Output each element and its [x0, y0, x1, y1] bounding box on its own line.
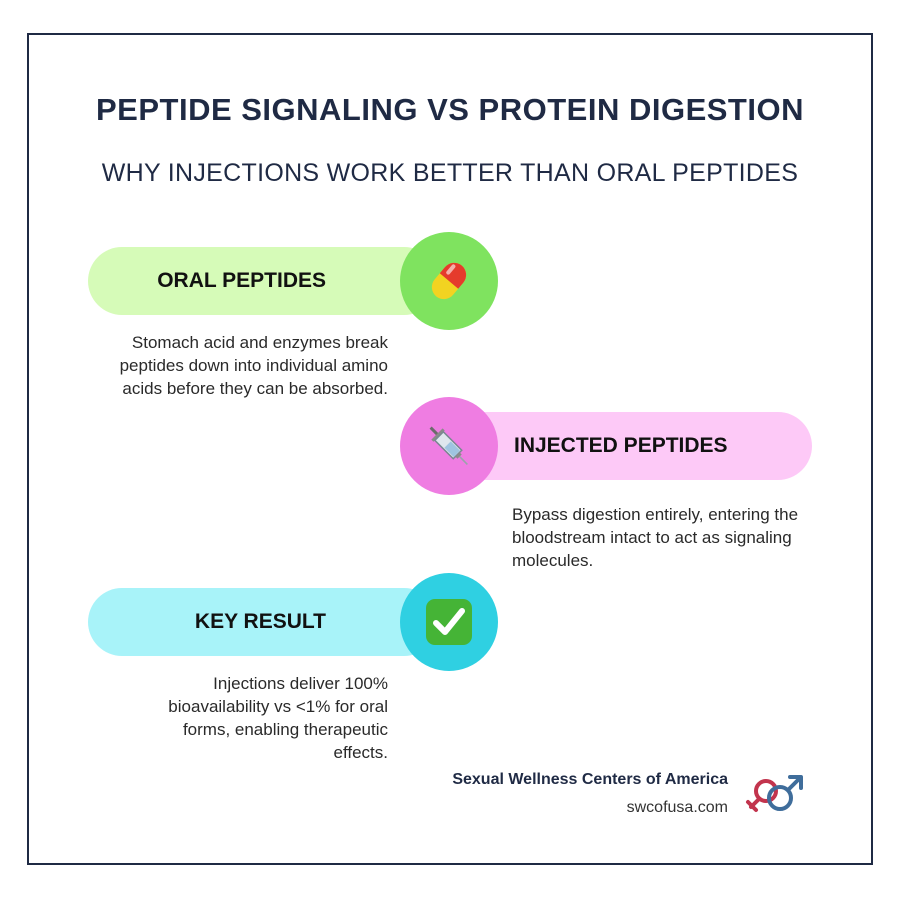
pill-icon	[431, 262, 467, 300]
brand-url: swcofusa.com	[626, 799, 728, 816]
oral-peptides-icon-circle	[400, 232, 498, 330]
key-result-banner: KEY RESULT	[88, 588, 438, 656]
injected-peptides-icon-circle	[400, 397, 498, 495]
checkmark-icon	[426, 599, 472, 645]
syringe-icon	[429, 426, 468, 465]
oral-peptides-label: ORAL PEPTIDES	[157, 269, 326, 292]
injected-peptides-description: Bypass digestion entirely, entering the …	[512, 505, 799, 570]
page-title: PEPTIDE SIGNALING VS PROTEIN DIGESTION	[96, 92, 804, 127]
oral-peptides-banner: ORAL PEPTIDES	[88, 247, 438, 315]
key-result-icon-circle	[400, 573, 498, 671]
brand-name: Sexual Wellness Centers of America	[452, 771, 728, 788]
page-subtitle: WHY INJECTIONS WORK BETTER THAN ORAL PEP…	[101, 159, 799, 187]
key-result-label: KEY RESULT	[194, 610, 326, 633]
infographic-border	[27, 33, 873, 865]
oral-peptides-description: Stomach acid and enzymes break peptides …	[119, 333, 388, 398]
gender-symbols-logo-icon	[746, 775, 803, 812]
injected-peptides-label: INJECTED PEPTIDES	[514, 434, 728, 457]
key-result-description: Injections deliver 100% bioavailability …	[168, 674, 388, 762]
